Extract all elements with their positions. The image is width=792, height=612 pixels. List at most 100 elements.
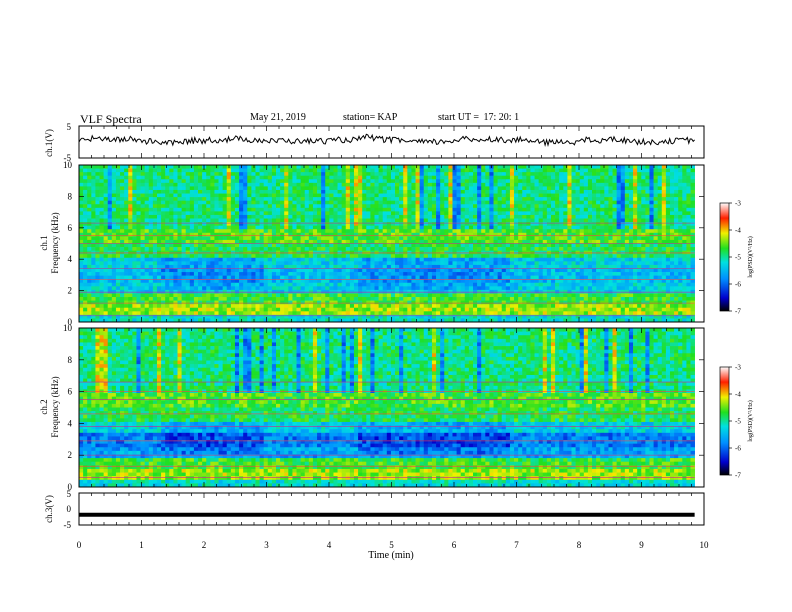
spectrogram-cell xyxy=(148,239,154,244)
spectrogram-cell xyxy=(489,275,494,280)
spectrogram-cell xyxy=(263,229,269,234)
spectrogram-cell xyxy=(395,189,400,194)
spectrogram-cell xyxy=(337,207,343,212)
spectrogram-cell xyxy=(296,179,301,184)
spectrogram-cell xyxy=(111,314,117,319)
spectrogram-cell xyxy=(304,300,310,305)
spectrogram-cell xyxy=(79,193,84,198)
spectrogram-cell xyxy=(132,268,137,273)
spectrogram-cell xyxy=(308,272,314,276)
spectrogram-cell xyxy=(366,311,371,316)
spectrogram-cell xyxy=(423,211,429,216)
spectrogram-cell xyxy=(349,247,355,251)
spectrogram-cell xyxy=(103,297,109,301)
spectrogram-cell xyxy=(95,239,100,244)
spectrogram-cell xyxy=(91,261,96,266)
spectrogram-cell xyxy=(300,204,306,209)
spectrogram-cell xyxy=(497,275,503,280)
spectrogram-cell xyxy=(337,189,343,194)
spectrogram-cell xyxy=(378,268,384,273)
spectrogram-cell xyxy=(91,279,96,284)
spectrogram-cell xyxy=(156,314,162,319)
spectrogram-cell xyxy=(284,318,289,323)
spectrogram-cell xyxy=(165,275,170,280)
spectrogram-cell xyxy=(448,189,453,194)
spectrogram-cell xyxy=(115,229,121,234)
spectrogram-cell xyxy=(156,264,162,269)
spectrogram-cell xyxy=(296,272,301,276)
spectrogram-cell xyxy=(448,182,453,187)
spectrogram-cell xyxy=(193,222,199,227)
spectrogram-cell xyxy=(448,200,453,205)
spectrogram-cell xyxy=(509,293,515,298)
spectrogram-cell xyxy=(185,172,191,177)
spectrogram-cell xyxy=(276,243,281,248)
spectrogram-cell xyxy=(136,243,141,248)
spectrogram-cell xyxy=(165,204,170,209)
spectrogram-cell xyxy=(239,218,244,223)
spectrogram-cell xyxy=(234,222,240,227)
spectrogram-cell xyxy=(431,165,437,169)
spectrogram-cell xyxy=(169,272,174,276)
spectrogram-cell xyxy=(247,182,252,187)
spectrogram-cell xyxy=(362,297,367,301)
spectrogram-cell xyxy=(177,179,182,184)
spectrogram-cell xyxy=(321,307,326,312)
spectrogram-cell xyxy=(444,261,449,266)
spectrogram-cell xyxy=(349,179,355,184)
spectrogram-cell xyxy=(415,168,420,173)
spectrogram-cell xyxy=(403,182,408,187)
spectrogram-cell xyxy=(292,175,297,180)
spectrogram-cell xyxy=(181,272,187,276)
spectrogram-cell xyxy=(152,297,158,301)
spectrogram-cell xyxy=(218,300,223,305)
spectrogram-cell xyxy=(395,264,400,269)
spectrogram-cell xyxy=(296,225,301,230)
spectrogram-cell xyxy=(99,307,104,312)
spectrogram-cell xyxy=(419,175,425,180)
spectrogram-cell xyxy=(173,275,178,280)
spectrogram-cell xyxy=(518,239,523,244)
spectrogram-cell xyxy=(378,300,384,305)
spectrogram-cell xyxy=(296,175,301,180)
spectrogram-cell xyxy=(411,172,416,177)
spectrogram-cell xyxy=(390,272,396,276)
spectrogram-cell xyxy=(288,297,293,301)
spectrogram-cell xyxy=(255,218,260,223)
spectrogram-cell xyxy=(518,232,523,237)
spectrogram-cell xyxy=(407,168,412,173)
spectrogram-cell xyxy=(370,279,375,284)
spectrogram-cell xyxy=(473,207,478,212)
spectrogram-cell xyxy=(218,257,223,262)
spectrogram-cell xyxy=(505,179,511,184)
spectrogram-cell xyxy=(407,300,412,305)
spectrogram-cell xyxy=(345,261,351,266)
spectrogram-cell xyxy=(284,268,289,273)
spectrogram-cell xyxy=(485,186,490,191)
spectrogram-cell xyxy=(107,272,113,276)
spectrogram-cell xyxy=(165,193,170,198)
spectrogram-cell xyxy=(514,179,519,184)
spectrogram-cell xyxy=(317,286,322,291)
spectrogram-cell xyxy=(173,279,178,284)
spectrogram-cell xyxy=(161,214,166,219)
spectrogram-cell xyxy=(378,307,384,312)
spectrogram-cell xyxy=(103,268,109,273)
spectrogram-cell xyxy=(460,254,466,259)
spectrogram-cell xyxy=(239,311,244,316)
spectrogram-cell xyxy=(341,300,347,305)
spectrogram-cell xyxy=(161,307,166,312)
spectrogram-cell xyxy=(173,272,178,276)
spectrogram-cell xyxy=(181,297,187,301)
spectrogram-cell xyxy=(374,225,379,230)
spectrogram-cell xyxy=(403,225,408,230)
spectrogram-cell xyxy=(161,197,166,202)
spectrogram-cell xyxy=(473,168,478,173)
spectrogram-cell xyxy=(161,239,166,244)
spectrogram-cell xyxy=(247,200,252,205)
spectrogram-cell xyxy=(374,175,379,180)
spectrogram-cell xyxy=(317,168,322,173)
spectrogram-cell xyxy=(189,172,195,177)
spectrogram-cell xyxy=(431,282,437,287)
spectrogram-cell xyxy=(427,257,433,262)
